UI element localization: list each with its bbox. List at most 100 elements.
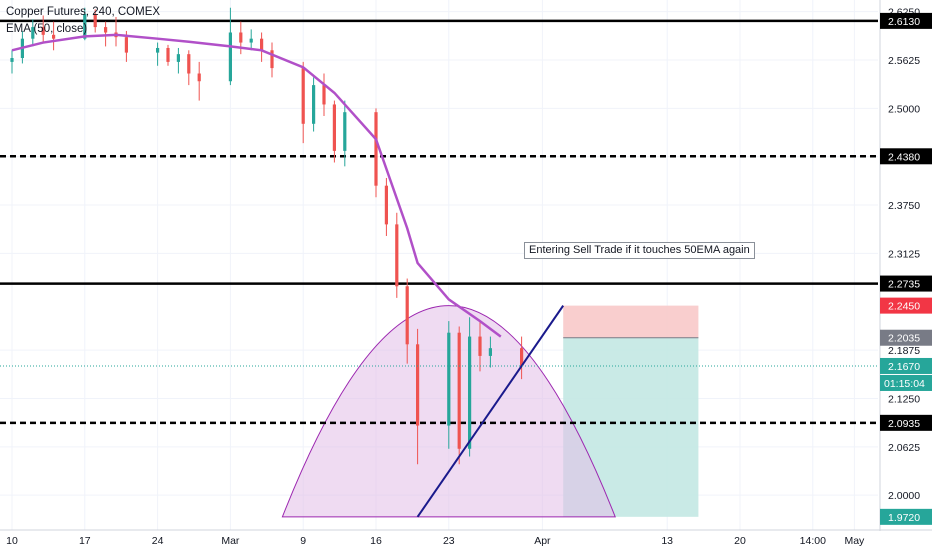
candle [104,21,108,47]
candle [41,15,45,43]
candle [249,29,253,51]
entry-price-label: 2.2035 [888,333,920,345]
candle [10,50,14,74]
candle-body [520,348,524,366]
candle-body [83,13,87,39]
stop-price-badge [880,297,932,314]
candle [405,278,409,364]
candle-body [104,27,108,33]
candle [166,44,170,66]
candle-body [322,85,326,105]
candle [468,317,472,457]
x-tick-label: Mar [221,535,240,547]
candle-body [384,185,388,225]
x-tick-label: 20 [734,535,746,547]
stop-loss-zone [563,305,699,338]
candle-body [166,47,170,62]
y-tick-label: 2.3125 [888,248,920,260]
candle [52,21,56,51]
candle [301,61,305,144]
candle [520,336,524,380]
y-tick-label: 2.1250 [888,393,920,405]
y-tick-label: 2.0000 [888,490,920,502]
candle [332,100,336,163]
candle-body [332,104,336,151]
x-tick-label: Apr [534,535,551,547]
candle-body [488,348,492,356]
x-tick-label: May [844,535,865,547]
candle [384,177,388,236]
candle-body [31,27,35,39]
candle [416,328,420,465]
candle-body [374,112,378,186]
x-tick-label: 14:00 [800,535,826,547]
candle [176,47,180,74]
candle-body [52,34,56,39]
candle-body [270,50,274,69]
candle-body [239,32,243,43]
candle-body [187,54,191,74]
level-price-label: 2.6130 [888,16,920,28]
candle-body [312,85,316,124]
candle [447,321,451,449]
candle-body [41,27,45,35]
candle-body [416,344,420,426]
level-price-label: 2.2735 [888,279,920,291]
candle-body [93,13,97,28]
x-tick-label: 13 [661,535,673,547]
x-tick-label: 10 [6,535,18,547]
time-axis [0,531,932,550]
candle-body [468,336,472,449]
y-tick-label: 2.3750 [888,200,920,212]
candle [374,108,378,198]
entry-price-badge [880,329,932,346]
stop-price-label: 2.2450 [888,301,920,313]
x-tick-label: 24 [152,535,164,547]
y-tick-label: 2.6250 [888,7,920,19]
candle-body [478,336,482,356]
level-price-label: 2.4380 [888,151,920,163]
candle [488,336,492,368]
candle-body [447,332,451,426]
level-price-badge [880,275,932,292]
candle [322,73,326,117]
candle-body [10,58,14,62]
level-price-badge [880,12,932,29]
level-price-label: 2.0935 [888,418,920,430]
candle-body [228,32,232,82]
x-tick-label: 9 [300,535,306,547]
chart-title: Copper Futures, 240, COMEX [6,6,161,18]
candle [260,32,264,62]
y-tick-label: 2.0625 [888,442,920,454]
candle-body [197,73,201,82]
x-tick-label: 23 [443,535,455,547]
candle-body [260,38,264,51]
candle [31,19,35,47]
countdown-price-badge [880,374,932,391]
price-axis [880,0,932,550]
level-price-badge [880,148,932,165]
candle [395,212,399,298]
candle [457,326,461,465]
candle-body [301,68,305,124]
candle-body [457,332,461,449]
trade-note-label[interactable]: Entering Sell Trade if it touches 50EMA … [524,242,755,259]
candle-body [343,112,347,151]
candle-body [249,38,253,43]
target-price-label: 1.9720 [888,512,920,524]
x-tick-label: 16 [370,535,382,547]
y-tick-label: 2.1875 [888,345,920,357]
x-tick-label: 17 [79,535,91,547]
countdown-price-label: 01:15:04 [884,378,925,390]
candle [270,42,274,78]
candle [197,61,201,101]
last-price-label: 2.1670 [888,361,920,373]
support-trendline [416,305,565,518]
candle [156,42,160,66]
target-price-badge [880,508,932,525]
ema-50-line [11,33,502,338]
last-price-badge [880,357,932,374]
y-tick-label: 2.5000 [888,103,920,115]
